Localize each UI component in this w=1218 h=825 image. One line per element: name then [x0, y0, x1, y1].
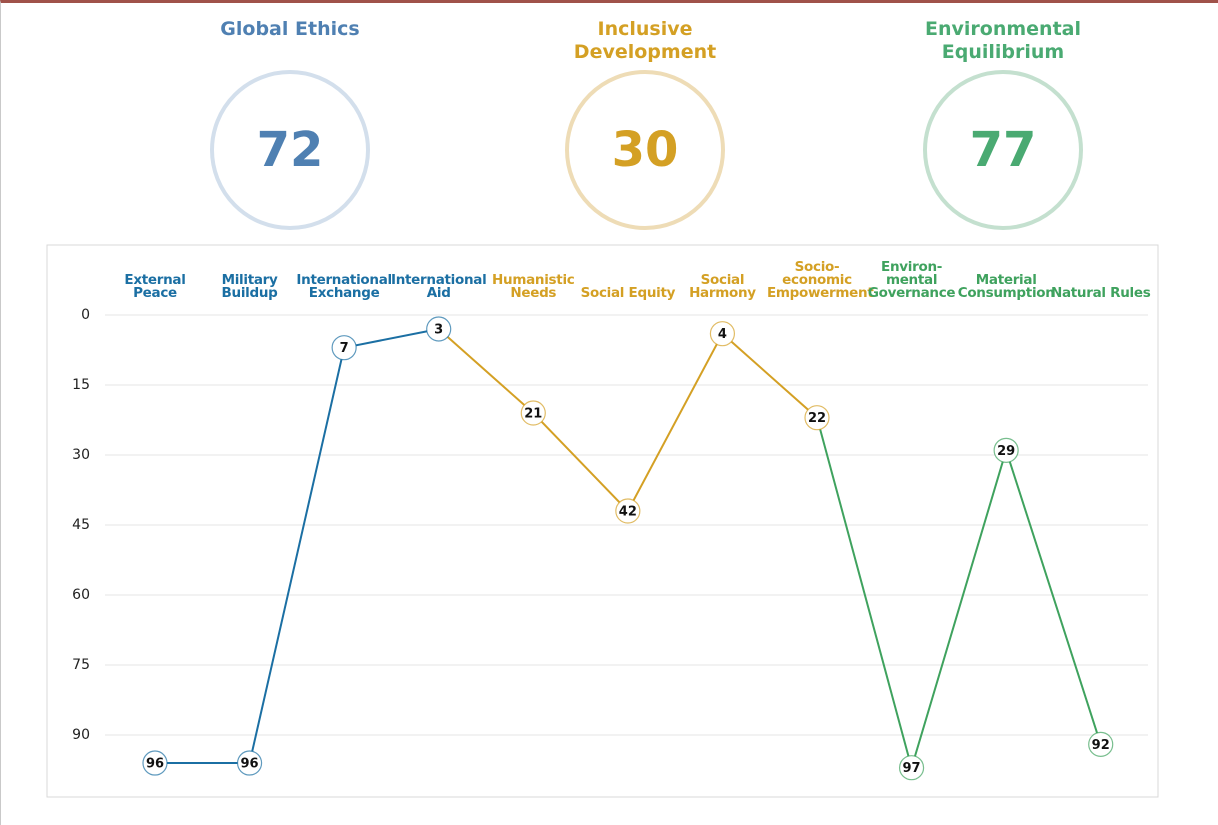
- x-category-label: External Peace: [124, 272, 186, 301]
- line-segment: [1005, 450, 1102, 745]
- y-tick-label: 45: [72, 517, 90, 533]
- x-category-label: Social Harmony: [689, 272, 756, 301]
- data-label: 7: [340, 341, 349, 356]
- score-value: 72: [257, 122, 324, 178]
- score-value: 77: [970, 122, 1037, 178]
- line-segment: [438, 328, 534, 414]
- x-category-label: Natural Rules: [1050, 285, 1151, 301]
- data-label: 29: [997, 444, 1015, 459]
- chart-border: [46, 244, 1159, 798]
- data-label: 3: [434, 323, 443, 338]
- y-tick-label: 60: [72, 587, 90, 603]
- data-label: 21: [524, 407, 542, 422]
- y-tick-label: 90: [72, 727, 90, 743]
- point-marker: [898, 755, 925, 781]
- point-marker: [1088, 731, 1114, 757]
- point-marker: [236, 750, 263, 776]
- line-segment: [343, 328, 439, 349]
- point-marker: [709, 321, 736, 347]
- data-label: 42: [619, 505, 637, 520]
- x-category-label: Social Equity: [580, 285, 676, 301]
- score-title: Inclusive Development: [573, 18, 717, 63]
- line-segment: [816, 417, 913, 768]
- line-segment: [721, 332, 818, 419]
- x-category-label: International Aid: [390, 272, 487, 301]
- y-tick-label: 0: [81, 307, 90, 323]
- point-marker: [142, 750, 168, 776]
- y-tick-label: 15: [72, 377, 90, 393]
- x-category-label: Socio-economic Empowerment: [766, 259, 874, 301]
- data-label: 97: [903, 761, 921, 776]
- point-marker: [804, 405, 830, 431]
- x-category-label: International Exchange: [296, 272, 392, 301]
- score-ring: [210, 70, 370, 230]
- data-label: 92: [1092, 738, 1110, 753]
- score-title: Global Ethics: [220, 18, 360, 40]
- score-ring: [923, 70, 1083, 230]
- data-label: 22: [808, 411, 826, 426]
- line-segment: [910, 450, 1008, 768]
- score-ring: [565, 70, 725, 230]
- x-category-label: Military Buildup: [221, 272, 278, 301]
- y-tick-label: 30: [72, 447, 90, 463]
- data-label: 96: [241, 757, 259, 772]
- data-label: 4: [718, 327, 727, 342]
- line-segment: [532, 412, 629, 512]
- point-marker: [993, 437, 1019, 463]
- point-marker: [615, 498, 641, 524]
- line-segment: [626, 333, 724, 512]
- point-marker: [331, 335, 357, 361]
- score-title: Environmental Equilibrium: [925, 18, 1081, 63]
- x-category-label: Humanistic Needs: [492, 272, 575, 301]
- point-marker: [520, 400, 546, 426]
- score-value: 30: [612, 122, 679, 178]
- point-marker: [426, 316, 452, 342]
- y-tick-label: 75: [72, 657, 90, 673]
- x-category-label: Material Consumption: [957, 272, 1055, 301]
- data-label: 96: [146, 757, 164, 772]
- line-segment: [248, 347, 346, 764]
- x-category-label: Environ-mental Governance: [867, 259, 956, 301]
